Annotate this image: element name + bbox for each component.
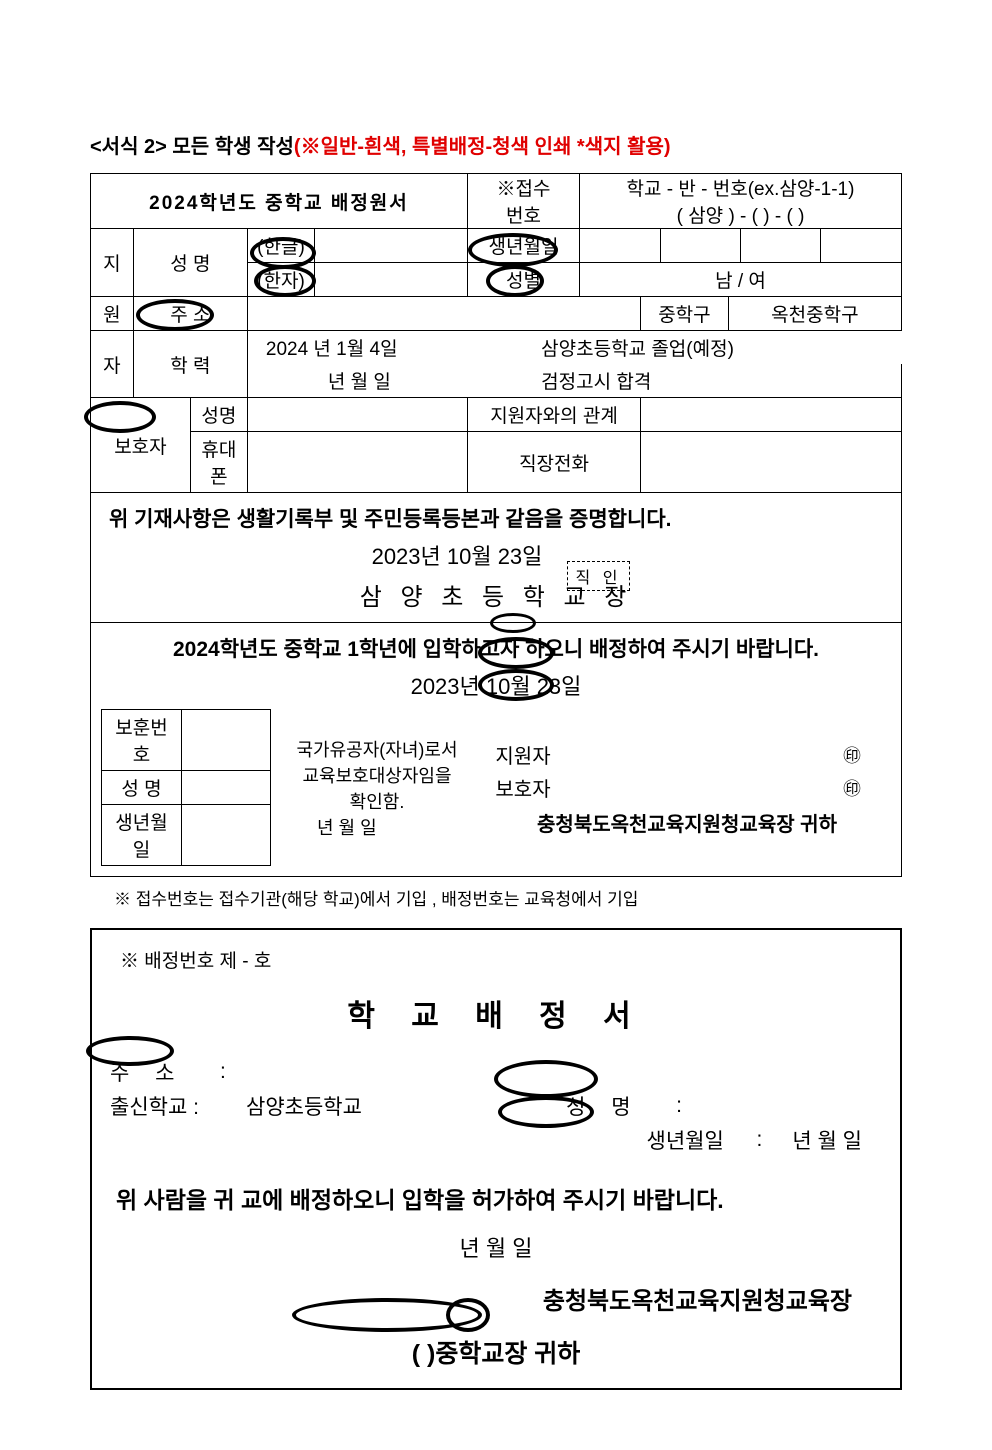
request-text: 2024학년도 중학교 1학년에 입학하고자 하오니 배정하여 주시기 바랍니다… [91,623,901,667]
vdob-field[interactable] [182,805,271,866]
receipt-label-l2: 번호 [468,201,579,228]
sig-guardian-row: 보호자 ㊞ [483,771,891,804]
certify-date-text: 2023년 10월 23일 [372,544,543,569]
request-date: 2023년 10월 23일 [91,667,901,703]
certify-block: 위 기재사항은 생활기록부 및 주민등록등본과 같음을 증명합니다. 2023년… [91,493,902,623]
assign-name-label: 성 명 [566,1091,676,1121]
district-value: 옥천중학구 [728,297,901,331]
dob-cell-2[interactable] [660,229,740,262]
assign-principal: ( )중학교장 귀하 [110,1334,882,1370]
note-under: ※ 접수번호는 접수기관(해당 학교)에서 기입 , 배정번호는 교육청에서 기… [90,877,902,916]
hangul-label: (한글) [247,229,314,263]
dob-cell-3[interactable] [741,229,821,262]
assign-dob-row: 생년월일 : 년 월 일 [110,1125,882,1155]
stamp-box: 직 인 [567,561,631,591]
header-prefix: <서식 2> 모든 학생 작성 [90,136,294,158]
certify-date: 2023년 10월 23일 직 인 [91,537,901,575]
receipt-right: 학교 - 반 - 번호(ex.삼양-1-1) ( 삼양 ) - ( ) - ( … [580,174,902,229]
assign-addr-row: 주 소 : [110,1057,882,1087]
addr-field[interactable] [247,297,640,331]
guardian-work-label: 직장전화 [467,432,640,493]
assign-title: 학 교 배 정 서 [110,991,882,1035]
assign-dob-label: 생년월일 [647,1125,757,1155]
dob-label: 생년월일 [467,229,579,263]
certify-text: 위 기재사항은 생활기록부 및 주민등록등본과 같음을 증명합니다. [91,493,901,537]
edu-line2-left: 년 월 일 [266,367,536,394]
main-form-table: 2024학년도 중학교 배정원서 ※접수 번호 학교 - 반 - 번호(ex.삼… [90,173,902,877]
edu-line2: 년 월 일 검정고시 합격 [247,364,901,398]
sex-label: 성별 [467,263,579,297]
veteran-to: 충청북도옥천교육지원청교육장 귀하 [483,804,891,837]
edu-line1-left: 2024 년 1월 4일 [266,334,536,361]
request-block: 2024학년도 중학교 1학년에 입학하고자 하오니 배정하여 주시기 바랍니다… [91,623,902,877]
assign-block: ※ 배정번호 제 - 호 학 교 배 정 서 주 소 : 출신학교 : 삼양초등… [90,928,902,1390]
sig-applicant-label: 지원자 [483,740,563,769]
dob-cells [580,229,902,263]
guardian-rel-field[interactable] [641,398,902,432]
main-form-wrap: 2024학년도 중학교 배정원서 ※접수 번호 학교 - 반 - 번호(ex.삼… [90,173,902,877]
receipt-right-l2: ( 삼양 ) - ( ) - ( ) [582,201,899,228]
side-ji: 지 [91,229,134,297]
edu-line2-right: 검정고시 합격 [541,372,651,393]
seal-icon-2: ㊞ [843,775,861,801]
hangul-field[interactable] [315,229,468,263]
district-label: 중학구 [641,297,729,331]
assign-num-line: ※ 배정번호 제 - 호 [110,942,882,983]
signatures: 지원자 ㊞ 보호자 ㊞ 충청북도옥천교육지원청교육 [483,709,891,866]
side-ja: 자 [91,331,134,398]
receipt-label: ※접수 번호 [467,174,579,229]
sig-applicant-row: 지원자 ㊞ [483,738,891,771]
sig-guardian-label: 보호자 [483,773,563,802]
name-label: 성 명 [133,229,247,297]
vnum-label: 보훈번호 [102,710,182,771]
veteran-note-l3: 확인함. [277,788,477,814]
receipt-label-l1: ※접수 [468,174,579,201]
edu-label: 학 력 [133,331,247,398]
side-won: 원 [91,297,134,331]
edu-line1-right: 삼양초등학교 졸업(예정) [541,339,734,360]
assign-sentence: 위 사람을 귀 교에 배정하오니 입학을 허가하여 주시기 바랍니다. [116,1181,882,1215]
hanja-label: (한자) [247,263,314,297]
assign-school-row: 출신학교 : 삼양초등학교 성 명 : [110,1091,882,1121]
addr-label: 주 소 [133,297,247,331]
assign-addr-label: 주 소 [110,1057,220,1087]
vnum-field[interactable] [182,710,271,771]
sex-values[interactable]: 남 / 여 [580,263,902,297]
vdob-label: 생년월일 [102,805,182,866]
dob-subtable [580,229,901,262]
certify-school: 삼 양 초 등 학 교 장 [91,575,901,622]
guardian-phone-field[interactable] [247,432,467,493]
hanja-field[interactable] [315,263,468,297]
guardian-work-field[interactable] [641,432,902,493]
edu-line1: 2024 년 1월 4일 삼양초등학교 졸업(예정) [247,331,901,365]
veteran-note-l2: 교육보호대상자임을 [277,762,477,788]
veteran-note: 국가유공자(자녀)로서 교육보호대상자임을 확인함. 년 월 일 [277,709,477,866]
assign-school-value: 삼양초등학교 [220,1091,362,1121]
vname-field[interactable] [182,771,271,805]
guardian-phone-label: 휴대폰 [190,432,247,493]
dob-cell-1[interactable] [580,229,660,262]
form-header: <서식 2> 모든 학생 작성(※일반-흰색, 특별배정-청색 인쇄 *색지 활… [90,130,902,159]
veteran-table: 보훈번호 성 명 생년월일 [101,709,271,866]
main-title: 2024학년도 중학교 배정원서 [91,174,468,229]
veteran-sig-row: 보훈번호 성 명 생년월일 국가유공자(자녀)로서 교육보호대상자임을 확인함.… [91,703,901,866]
assign-dob-value: 년 월 일 [792,1125,862,1155]
request-date-text: 2023년 10월 23일 [411,674,582,699]
receipt-right-l1: 학교 - 반 - 번호(ex.삼양-1-1) [582,174,899,201]
guardian-name-field[interactable] [247,398,467,432]
veteran-note-l1: 국가유공자(자녀)로서 [277,736,477,762]
assign-date: 년 월 일 [110,1231,882,1263]
guardian-rel-label: 지원자와의 관계 [467,398,640,432]
veteran-note-date: 년 월 일 [277,814,477,840]
header-red: (※일반-흰색, 특별배정-청색 인쇄 *색지 활용) [294,136,671,158]
guardian-side: 보호자 [91,398,191,493]
vname-label: 성 명 [102,771,182,805]
page: <서식 2> 모든 학생 작성(※일반-흰색, 특별배정-청색 인쇄 *색지 활… [0,0,992,1450]
assign-org: 충청북도옥천교육지원청교육장 [110,1281,852,1316]
seal-icon-1: ㊞ [843,742,861,768]
guardian-name-label: 성명 [190,398,247,432]
assign-school-label: 출신학교 : [110,1091,220,1121]
dob-cell-4[interactable] [821,229,901,262]
